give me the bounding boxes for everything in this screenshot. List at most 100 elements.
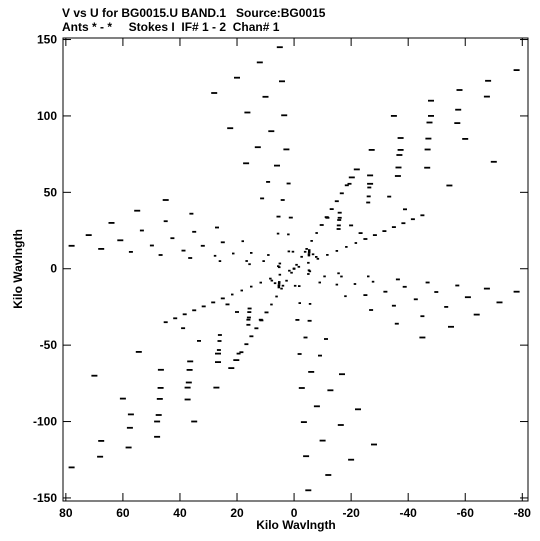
uv-point: [185, 381, 192, 384]
uv-point: [192, 309, 197, 312]
uv-point: [243, 162, 250, 165]
uv-point: [401, 222, 406, 225]
uv-point: [259, 319, 264, 322]
uv-point: [197, 340, 201, 342]
uv-point: [108, 222, 115, 224]
uv-point: [287, 250, 291, 253]
uv-point: [292, 267, 296, 270]
uv-point: [276, 46, 283, 49]
uv-point: [279, 80, 285, 83]
x-axis-ticks: 80 60 40 20 0 -20 -40 -60 -80: [59, 38, 531, 520]
uv-point: [358, 232, 363, 234]
uv-point: [308, 250, 311, 253]
uv-point: [281, 114, 288, 117]
uv-point: [371, 443, 377, 446]
uv-point: [192, 230, 197, 233]
uv-point: [454, 122, 461, 124]
uv-point: [355, 408, 361, 411]
y-tick-label: 50: [44, 185, 58, 199]
uv-point: [308, 371, 315, 373]
uv-point: [490, 160, 497, 163]
uv-point: [425, 281, 430, 284]
uv-point: [307, 261, 310, 264]
uv-point: [348, 458, 355, 461]
uv-point: [244, 111, 251, 114]
uv-point: [395, 278, 400, 281]
uv-point: [68, 466, 75, 469]
y-tick-label: -50: [40, 338, 58, 352]
uv-point: [248, 263, 251, 266]
uv-point: [428, 115, 434, 117]
uv-point: [259, 281, 262, 284]
uv-point: [485, 79, 492, 82]
x-tick-label: -20: [342, 506, 360, 520]
uv-point: [232, 252, 235, 255]
uv-point: [273, 282, 277, 285]
uv-point: [348, 176, 355, 179]
uv-point: [277, 286, 281, 289]
uv-point: [277, 265, 280, 268]
uv-point: [455, 108, 462, 111]
uv-point: [241, 240, 244, 243]
uv-point: [367, 275, 370, 278]
uv-point: [85, 234, 92, 236]
uv-point: [135, 351, 142, 353]
uv-point: [157, 368, 164, 371]
uv-point: [217, 334, 222, 336]
uv-point: [395, 166, 402, 169]
uv-point: [326, 254, 329, 256]
uv-point: [216, 349, 221, 351]
y-tick-label: 150: [37, 33, 57, 47]
uv-point: [349, 224, 354, 227]
uv-point: [213, 254, 217, 257]
uv-point: [383, 290, 388, 293]
uv-point: [428, 99, 434, 102]
uv-point: [244, 343, 249, 346]
uv-point: [262, 260, 265, 262]
uv-point: [283, 148, 290, 151]
uv-point: [156, 398, 163, 400]
uv-point: [181, 327, 186, 330]
uv-point: [305, 489, 312, 492]
uv-point: [267, 254, 270, 256]
uv-point: [264, 311, 269, 314]
uv-point: [276, 232, 280, 235]
uv-point: [336, 224, 341, 227]
uv-point: [298, 285, 301, 287]
uv-point: [149, 244, 154, 247]
uv-point: [191, 420, 198, 423]
uv-point: [368, 149, 375, 151]
plot-title: V vs U for BG0015.U BAND.1 Source:BG0015: [62, 6, 326, 20]
uv-point: [329, 208, 334, 210]
uv-point: [319, 224, 324, 226]
uv-point: [513, 69, 520, 71]
uv-point: [300, 421, 307, 423]
uv-point: [339, 373, 345, 376]
uv-point: [154, 420, 161, 423]
uv-point: [297, 353, 302, 355]
uv-point: [444, 306, 449, 308]
uv-point: [311, 253, 315, 256]
uv-point: [218, 260, 222, 262]
uv-point: [324, 216, 329, 218]
x-tick-label: -80: [514, 506, 532, 520]
uv-point: [68, 244, 75, 247]
uv-point: [262, 95, 269, 98]
uv-point: [256, 61, 263, 64]
uv-point: [270, 279, 274, 282]
uv-point: [382, 230, 387, 232]
uv-point: [297, 265, 301, 268]
uv-point: [303, 250, 307, 253]
uv-point: [446, 184, 453, 187]
uv-point: [91, 374, 98, 377]
uv-point: [367, 182, 374, 185]
uv-point: [269, 277, 272, 280]
uv-point: [158, 254, 163, 256]
uv-point: [249, 335, 254, 338]
uv-point: [420, 214, 425, 217]
uv-point: [293, 284, 297, 287]
uv-point: [276, 215, 281, 218]
uv-point: [305, 248, 308, 250]
uv-point: [117, 239, 124, 242]
